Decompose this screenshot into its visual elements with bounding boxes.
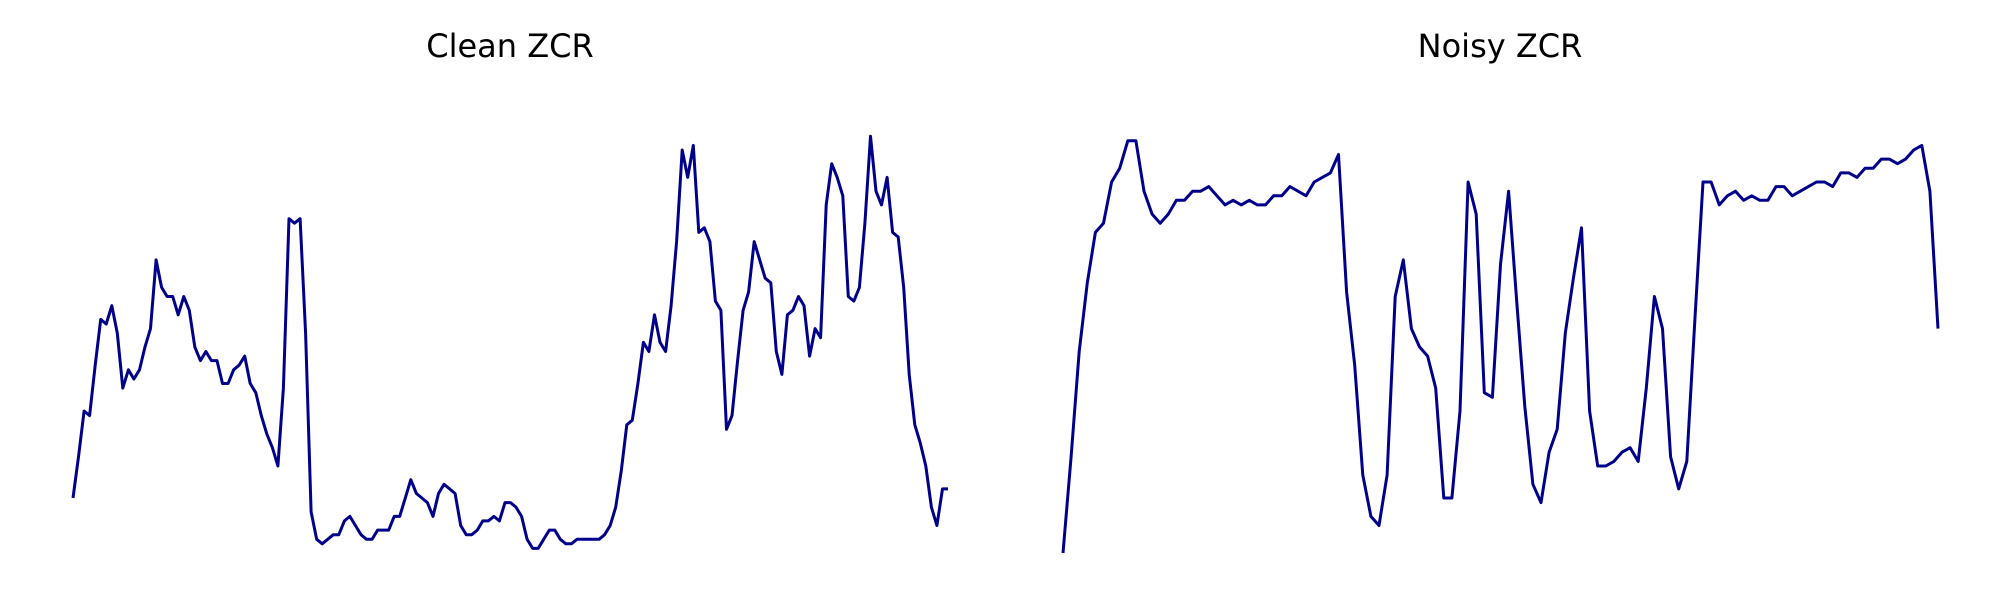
clean-zcr-title: Clean ZCR xyxy=(426,27,593,65)
noisy-zcr-panel: Noisy ZCR xyxy=(1061,27,1940,554)
clean-zcr-panel: Clean ZCR xyxy=(71,27,948,550)
noisy-zcr-series-line xyxy=(1061,139,1940,554)
clean-zcr-series-line xyxy=(71,134,948,550)
noisy-zcr-title: Noisy ZCR xyxy=(1418,27,1583,65)
